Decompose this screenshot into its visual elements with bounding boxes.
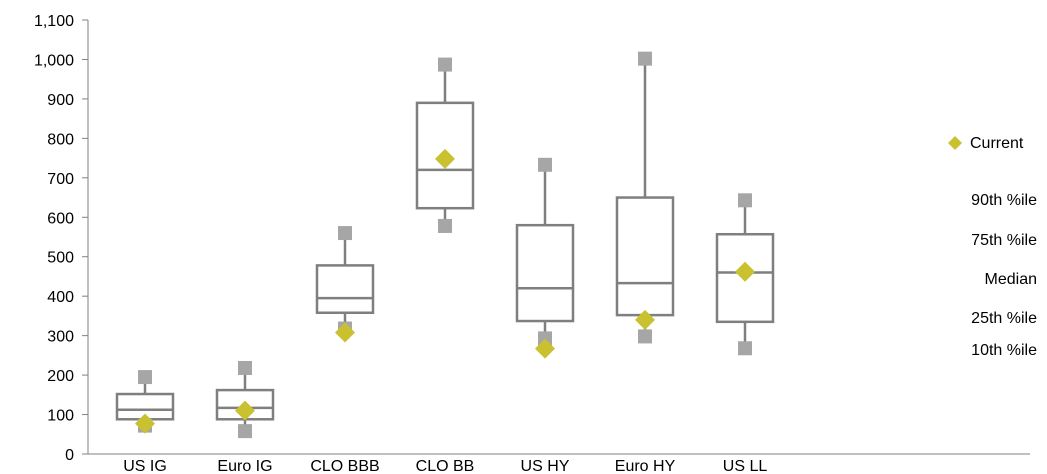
y-tick-label: 200 xyxy=(47,368,74,385)
x-axis-ticks: US IG Euro IG CLO BBB CLO BB US HY Euro HY US … xyxy=(123,458,767,474)
iqr-box xyxy=(615,196,675,317)
box-us-hy xyxy=(515,157,575,359)
y-tick-label: 800 xyxy=(47,131,74,148)
current-marker xyxy=(235,400,255,421)
x-tick-label: US IG xyxy=(123,458,167,474)
y-tick-label: 600 xyxy=(47,210,74,227)
p10-marker xyxy=(538,331,552,346)
y-tick-label: 100 xyxy=(47,408,74,425)
legend-p75-label: 75th %ile xyxy=(971,232,1037,249)
iqr-box xyxy=(515,223,575,323)
current-marker xyxy=(335,322,355,343)
y-tick-label: 400 xyxy=(47,289,74,306)
x-tick-label: Euro IG xyxy=(217,458,272,474)
box-euro-hy xyxy=(615,51,675,344)
legend-p25-label: 25th %ile xyxy=(971,310,1037,327)
y-tick-label: 1,100 xyxy=(34,13,74,30)
y-tick-label: 900 xyxy=(47,92,74,109)
current-marker xyxy=(135,413,155,434)
p10-marker xyxy=(638,329,652,344)
box-us-ig xyxy=(115,370,175,434)
p90-marker xyxy=(438,57,452,72)
legend-median-label: Median xyxy=(985,271,1037,288)
legend-current-icon xyxy=(948,136,962,150)
p90-marker xyxy=(338,226,352,241)
legend: Current 90th %ile 75th %ile Median 25th %ile… xyxy=(948,135,1037,359)
y-tick-label: 700 xyxy=(47,171,74,188)
box-us-ll xyxy=(715,193,775,356)
p90-marker xyxy=(638,51,652,66)
legend-current-label: Current xyxy=(970,135,1024,152)
legend-p10-label: 10th %ile xyxy=(971,342,1037,359)
x-tick-label: US HY xyxy=(521,458,570,474)
p10-marker xyxy=(438,218,452,233)
y-axis-ticks: 0 100 200 300 400 500 600 700 800 900 1,000 1,100 xyxy=(34,13,88,464)
box-clo-bbb xyxy=(315,226,375,343)
box-clo-bb xyxy=(415,57,475,233)
legend-p90-label: 90th %ile xyxy=(971,192,1037,209)
x-tick-label: Euro HY xyxy=(615,458,676,474)
current-marker xyxy=(635,309,655,330)
y-tick-label: 1,000 xyxy=(34,52,74,69)
p90-marker xyxy=(738,193,752,208)
axes xyxy=(87,20,1030,455)
iqr-box xyxy=(315,264,375,315)
p90-marker xyxy=(138,370,152,385)
y-tick-label: 300 xyxy=(47,329,74,346)
p90-marker xyxy=(538,157,552,172)
p90-marker xyxy=(238,360,252,375)
x-tick-label: CLO BB xyxy=(416,458,475,474)
p10-marker xyxy=(738,341,752,356)
y-tick-label: 0 xyxy=(65,447,74,464)
current-marker xyxy=(435,148,455,169)
x-tick-label: US LL xyxy=(723,458,768,474)
y-tick-label: 500 xyxy=(47,250,74,267)
boxes xyxy=(115,51,775,439)
current-marker xyxy=(535,338,555,359)
p10-marker xyxy=(238,424,252,439)
current-marker xyxy=(735,261,755,282)
box-euro-ig xyxy=(215,360,275,439)
x-tick-label: CLO BBB xyxy=(310,458,379,474)
